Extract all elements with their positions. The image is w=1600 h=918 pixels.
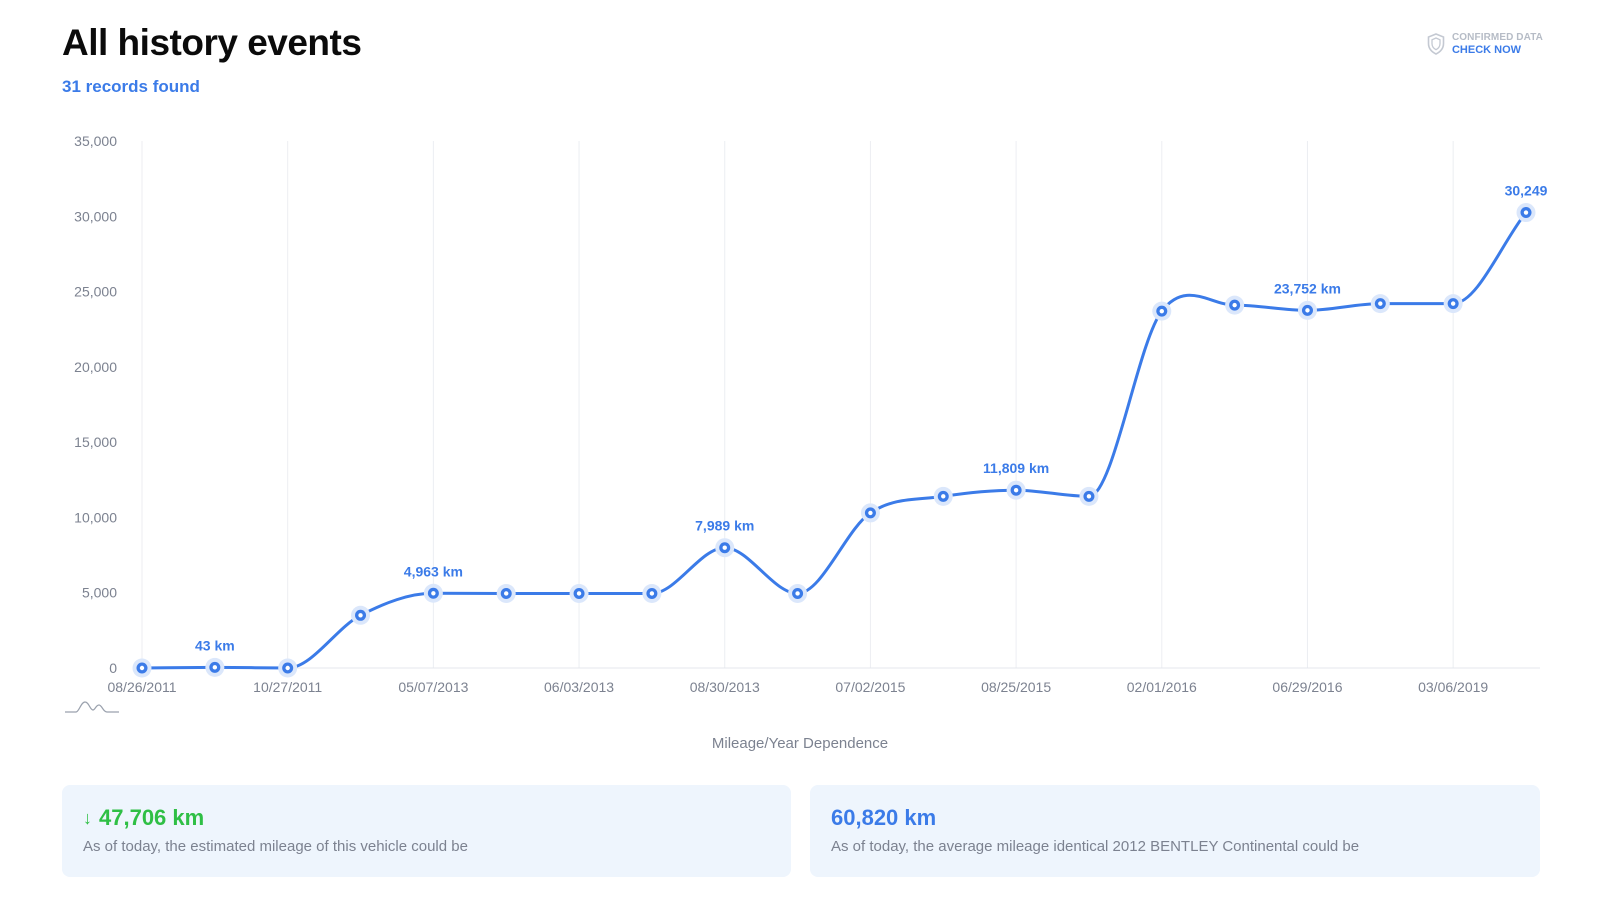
data-point-center	[504, 591, 509, 596]
data-point	[496, 583, 516, 603]
data-point-center	[795, 591, 800, 596]
confirmed-data-label: CONFIRMED DATA	[1451, 32, 1543, 43]
y-axis: 0 5,000 10,000 15,000 20,000 25,000 30,000 35,0…	[74, 133, 117, 676]
data-point	[715, 538, 735, 558]
x-tick-label: 08/30/2013	[690, 679, 760, 695]
x-tick-label: 08/25/2015	[981, 679, 1051, 695]
estimated-mileage: ↓ 47,706 km	[83, 805, 770, 831]
data-point	[1443, 294, 1463, 314]
estimated-mileage-description: As of today, the estimated mileage of th…	[83, 838, 468, 855]
data-point	[1297, 300, 1317, 320]
data-point-center	[722, 545, 727, 550]
average-mileage-card: 60,820 km As of today, the average milea…	[810, 785, 1540, 877]
point-value-label: 23,752 km	[1274, 280, 1341, 296]
point-value-label: 4,963 km	[404, 563, 463, 579]
y-tick-label: 35,000	[74, 133, 117, 149]
data-point	[278, 658, 298, 678]
shield-icon	[1427, 33, 1445, 55]
x-axis-caption: Mileage/Year Dependence	[711, 735, 889, 752]
data-point-center	[576, 591, 582, 596]
x-tick-label: 08/26/2011	[107, 679, 176, 695]
y-tick-label: 30,000	[74, 208, 117, 224]
arrow-down-icon: ↓	[83, 807, 92, 828]
chart-type-icon[interactable]	[64, 698, 120, 714]
x-tick-label: 02/01/2016	[1127, 679, 1197, 695]
data-point	[1516, 203, 1536, 223]
point-labels: 43 km 4,963 km 7,989 km 11,809 km 23,752 km 3…	[195, 183, 1548, 654]
data-point	[423, 583, 443, 603]
x-tick-label: 06/29/2016	[1272, 679, 1342, 695]
data-point	[1006, 480, 1026, 500]
data-point-center	[212, 665, 218, 670]
data-point-center	[285, 665, 290, 671]
data-point-center	[868, 510, 873, 516]
data-point-center	[1232, 302, 1237, 308]
data-point-center	[1523, 210, 1529, 215]
data-point-center	[1159, 308, 1164, 314]
data-point-center	[1013, 487, 1019, 493]
data-point	[132, 658, 152, 678]
data-point	[933, 486, 953, 506]
data-point-center	[139, 665, 145, 671]
point-value-label: 43 km	[195, 637, 235, 653]
data-point-center	[1378, 301, 1383, 306]
data-point	[642, 583, 662, 603]
data-point	[1370, 294, 1390, 314]
estimated-mileage-value: 47,706 km	[99, 805, 205, 830]
data-point	[1079, 486, 1099, 506]
data-point-center	[358, 613, 363, 618]
data-point-center	[1450, 301, 1456, 306]
average-mileage: 60,820 km	[831, 805, 1519, 831]
x-tick-label: 05/07/2013	[398, 679, 468, 695]
average-mileage-value: 60,820 km	[831, 805, 937, 830]
y-tick-label: 15,000	[74, 434, 117, 450]
data-point-center	[1086, 494, 1092, 499]
series-points	[132, 203, 1536, 678]
x-tick-label: 07/02/2015	[835, 679, 905, 695]
data-point	[351, 605, 371, 625]
average-mileage-description: As of today, the average mileage identic…	[831, 838, 1360, 855]
records-count: 31 records found	[62, 77, 200, 96]
data-point	[205, 657, 225, 677]
point-value-label: 30,249	[1505, 183, 1548, 199]
data-point	[1225, 295, 1245, 315]
data-point-center	[431, 591, 436, 596]
data-point-center	[649, 591, 655, 596]
y-tick-label: 0	[109, 660, 117, 676]
data-point	[860, 503, 880, 523]
data-point-center	[1305, 308, 1310, 313]
x-axis: 08/26/2011 10/27/2011 05/07/2013 06/03/2013…	[107, 679, 1488, 695]
data-point	[1152, 301, 1172, 321]
chart-grid	[138, 141, 1540, 669]
estimated-mileage-card: ↓ 47,706 km As of today, the estimated m…	[62, 785, 791, 877]
mileage-chart: 0 5,000 10,000 15,000 20,000 25,000 30,000 35,0…	[74, 133, 1548, 695]
y-tick-label: 25,000	[74, 284, 117, 300]
x-tick-label: 03/06/2019	[1418, 679, 1488, 695]
point-value-label: 11,809 km	[983, 460, 1049, 476]
x-tick-label: 10/27/2011	[253, 679, 322, 695]
point-value-label: 7,989 km	[695, 518, 754, 534]
data-point	[569, 583, 589, 603]
page-title: All history events	[62, 22, 362, 63]
x-tick-label: 06/03/2013	[544, 679, 614, 695]
data-point	[788, 583, 808, 603]
check-now-link[interactable]: CHECK NOW	[1451, 44, 1522, 56]
y-tick-label: 5,000	[82, 585, 117, 601]
y-tick-label: 10,000	[74, 509, 117, 525]
y-tick-label: 20,000	[74, 359, 117, 375]
confirmed-data-badge[interactable]: CONFIRMED DATA CHECK NOW	[1427, 32, 1543, 56]
data-point-center	[941, 494, 946, 499]
